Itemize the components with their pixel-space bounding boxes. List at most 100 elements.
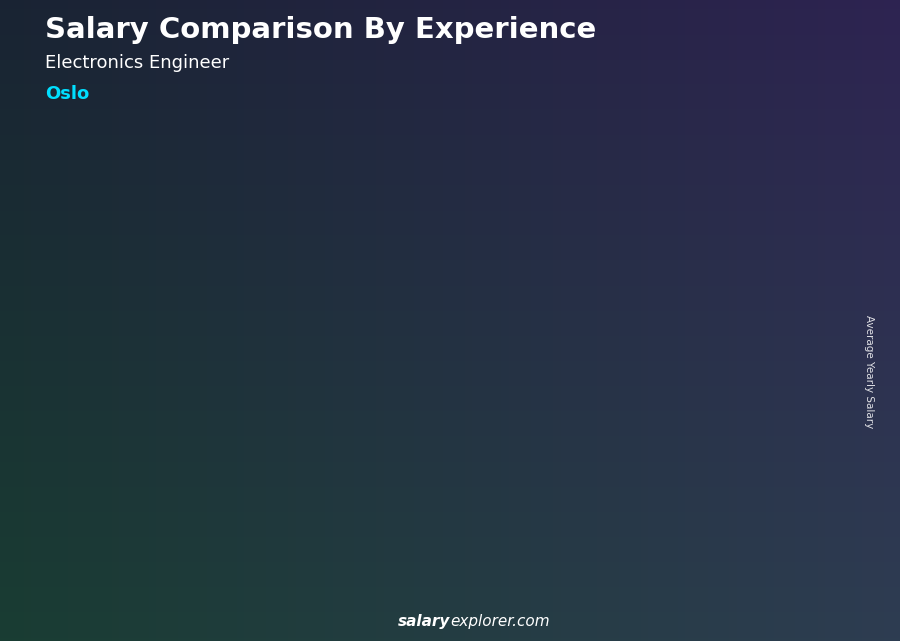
Bar <box>352 329 416 332</box>
Bar <box>411 537 416 540</box>
Bar <box>598 554 662 558</box>
Bar <box>105 480 110 481</box>
Bar <box>722 549 786 553</box>
Bar <box>475 412 539 416</box>
Bar <box>598 386 603 390</box>
Bar <box>781 536 786 540</box>
Bar <box>352 410 416 413</box>
Bar <box>411 422 416 426</box>
Bar <box>535 490 539 493</box>
Bar <box>598 535 662 538</box>
Bar <box>722 344 786 349</box>
Bar <box>722 392 786 397</box>
Bar <box>598 402 603 406</box>
Bar <box>105 503 169 504</box>
Bar <box>475 563 480 567</box>
Bar <box>475 560 480 563</box>
Bar <box>411 565 416 567</box>
Bar <box>229 569 233 570</box>
Bar <box>352 331 356 335</box>
Bar <box>165 520 169 521</box>
Bar <box>598 478 603 482</box>
Bar <box>165 474 169 476</box>
Bar <box>535 501 539 504</box>
Bar <box>165 534 169 535</box>
Bar <box>475 545 539 549</box>
Bar <box>105 552 169 554</box>
Bar <box>229 454 233 456</box>
Bar <box>658 430 662 434</box>
Bar <box>165 540 169 542</box>
Bar <box>722 358 726 362</box>
Bar <box>105 551 169 552</box>
Bar <box>411 347 416 350</box>
Bar <box>598 281 603 285</box>
Bar <box>229 491 233 493</box>
Bar <box>165 486 169 488</box>
Bar <box>229 411 233 413</box>
Bar <box>781 383 786 388</box>
Bar <box>229 450 233 452</box>
Bar <box>352 398 356 401</box>
Bar <box>105 448 110 449</box>
Bar <box>722 292 726 297</box>
Bar <box>105 508 110 509</box>
Bar <box>105 546 169 547</box>
Bar <box>352 386 416 389</box>
Bar <box>781 283 786 288</box>
Bar <box>475 512 480 515</box>
Bar <box>105 497 110 499</box>
Bar <box>722 314 726 319</box>
Bar <box>229 560 292 562</box>
Bar <box>598 362 603 365</box>
Text: 849,000 NOK: 849,000 NOK <box>598 288 674 297</box>
Bar <box>105 560 110 562</box>
Bar <box>229 428 292 429</box>
Bar <box>475 515 539 519</box>
Bar <box>165 471 169 472</box>
Bar <box>475 331 539 335</box>
Bar <box>781 227 786 231</box>
Bar <box>475 279 539 283</box>
Bar <box>598 338 662 342</box>
Bar <box>105 532 169 534</box>
Bar <box>598 458 662 462</box>
Bar <box>475 467 539 471</box>
Bar <box>598 434 662 438</box>
Bar <box>475 556 480 560</box>
Bar <box>475 309 480 313</box>
Bar <box>352 422 356 426</box>
Bar <box>105 564 110 566</box>
Bar <box>288 505 292 507</box>
Bar <box>658 554 662 558</box>
Bar <box>598 345 662 349</box>
Bar <box>722 522 726 527</box>
Bar <box>352 447 416 449</box>
Bar <box>722 527 786 531</box>
Bar <box>781 458 786 462</box>
Bar <box>352 540 416 544</box>
Bar <box>475 434 539 438</box>
Bar <box>722 319 726 322</box>
Bar <box>352 350 356 353</box>
Bar <box>229 438 233 440</box>
Bar <box>722 262 726 266</box>
Bar <box>352 404 416 407</box>
Bar <box>658 329 662 333</box>
Bar <box>288 569 292 570</box>
Bar <box>658 538 662 542</box>
Bar <box>722 244 786 249</box>
Bar <box>105 523 110 524</box>
Bar <box>598 522 603 526</box>
Bar <box>722 497 786 501</box>
Bar <box>105 494 110 495</box>
Bar <box>352 362 416 365</box>
Bar <box>288 558 292 560</box>
Bar <box>105 521 169 523</box>
Bar <box>288 529 292 531</box>
Bar <box>598 554 603 558</box>
Bar <box>105 556 110 558</box>
Bar <box>411 344 416 347</box>
Bar <box>352 335 356 338</box>
Bar <box>165 503 169 504</box>
